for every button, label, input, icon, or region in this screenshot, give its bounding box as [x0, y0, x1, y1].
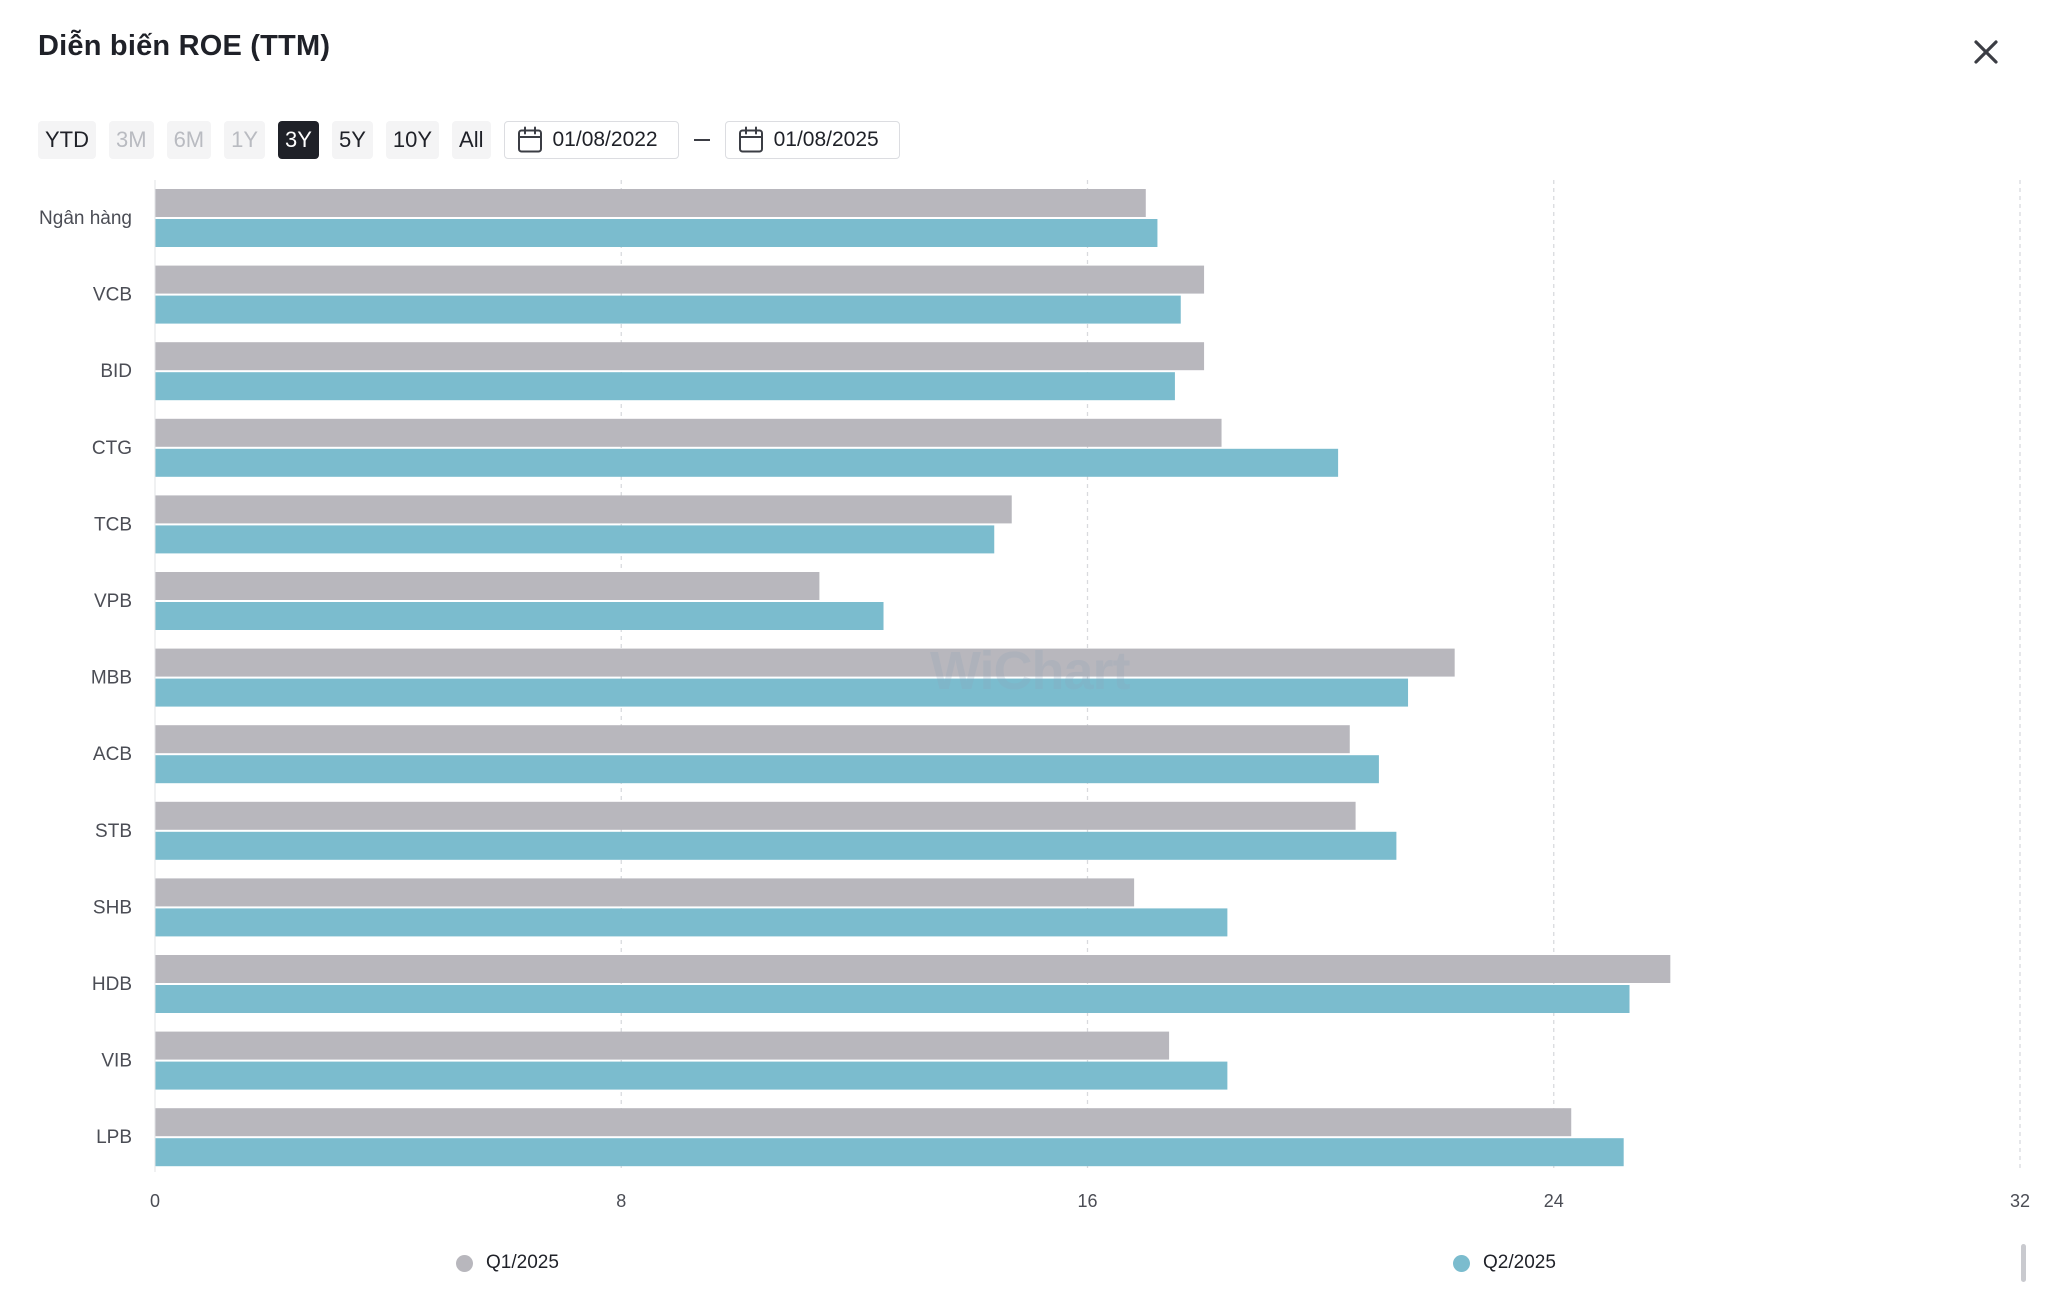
bar-q2 [155, 372, 1175, 401]
category-label: VPB [94, 591, 132, 612]
category-label: STB [95, 821, 132, 842]
legend-label-q2: Q2/2025 [1483, 1252, 1556, 1273]
x-tick-label: 16 [1077, 1191, 1097, 1211]
bar-q2 [155, 602, 884, 630]
date-from-value: 01/08/2022 [552, 128, 658, 151]
bar-q2 [155, 295, 1181, 324]
bar-q1 [155, 955, 1671, 983]
modal-title: Diễn biến ROE (TTM) [38, 30, 331, 62]
category-label: VIB [101, 1051, 132, 1072]
category-label: SHB [93, 897, 132, 918]
bar-q2 [155, 755, 1379, 784]
legend-label-q1: Q1/2025 [486, 1252, 559, 1273]
bar-q2 [155, 525, 995, 554]
x-tick-label: 0 [150, 1191, 160, 1211]
date-from-picker[interactable]: 01/08/2022 [503, 121, 679, 159]
date-to-value: 01/08/2025 [773, 128, 879, 151]
category-label: Ngân hàng [39, 208, 132, 229]
range-button-10y[interactable]: 10Y [385, 121, 440, 159]
bar-q1 [155, 418, 1222, 447]
bar-q1 [155, 725, 1350, 754]
legend-item-q1[interactable]: Q1/2025 [456, 1252, 559, 1274]
bar-q2 [155, 831, 1397, 860]
bar-q1 [155, 189, 1146, 217]
bar-q1 [155, 495, 1012, 524]
category-label: TCB [94, 514, 132, 535]
legend-dot-q1 [456, 1254, 473, 1272]
legend-item-q2[interactable]: Q2/2025 [1453, 1252, 1556, 1274]
date-range-separator [693, 139, 710, 141]
time-range-toolbar: YTD 3M 6M 1Y 3Y 5Y 10Y All 01/08/2022 [38, 120, 900, 160]
bar-q2 [155, 219, 1158, 247]
bar-q2 [155, 678, 1409, 707]
close-icon [1974, 40, 1998, 64]
x-tick-label: 32 [2010, 1191, 2030, 1211]
bar-q2 [155, 1061, 1228, 1090]
legend-dot-q2 [1453, 1254, 1470, 1272]
bar-q1 [155, 1108, 1572, 1137]
roe-bar-chart: 0 8 16 24 32 Ngân hàng VCB BID CTG TCB VPB MBB ACB ST… [39, 180, 2030, 1211]
bar-q1 [155, 342, 1205, 371]
range-button-all[interactable]: All [452, 121, 491, 159]
category-label: ACB [93, 744, 132, 765]
calendar-icon [517, 126, 542, 153]
range-button-ytd[interactable]: YTD [38, 121, 96, 159]
bar-q1 [155, 801, 1356, 830]
range-button-3y[interactable]: 3Y [278, 121, 319, 159]
category-label: VCB [93, 285, 132, 306]
bar-q2 [155, 1138, 1624, 1167]
bar-q1 [155, 1031, 1170, 1060]
category-label: CTG [92, 438, 132, 459]
range-button-5y[interactable]: 5Y [331, 121, 373, 159]
category-label: MBB [91, 668, 132, 689]
range-button-3m[interactable]: 3M [109, 121, 154, 159]
category-label: HDB [92, 974, 132, 995]
close-button[interactable] [1966, 32, 2006, 72]
category-label: BID [100, 361, 132, 382]
bar-q1 [155, 265, 1205, 294]
x-tick-label: 24 [1544, 1191, 1564, 1211]
bar-q2 [155, 908, 1228, 937]
bar-q1 [155, 572, 820, 600]
range-button-6m[interactable]: 6M [166, 121, 212, 159]
bar-q1 [155, 878, 1135, 907]
bar-q2 [155, 985, 1630, 1013]
date-to-picker[interactable]: 01/08/2025 [724, 121, 900, 159]
range-button-1y[interactable]: 1Y [224, 121, 266, 159]
scrollbar-thumb[interactable] [2021, 1244, 2026, 1282]
bar-q1 [155, 648, 1455, 677]
wichart-watermark: WiChart [930, 641, 1131, 701]
bar-q2 [155, 448, 1339, 477]
calendar-icon [738, 126, 763, 153]
category-label: LPB [96, 1127, 132, 1148]
x-tick-label: 8 [616, 1191, 626, 1211]
